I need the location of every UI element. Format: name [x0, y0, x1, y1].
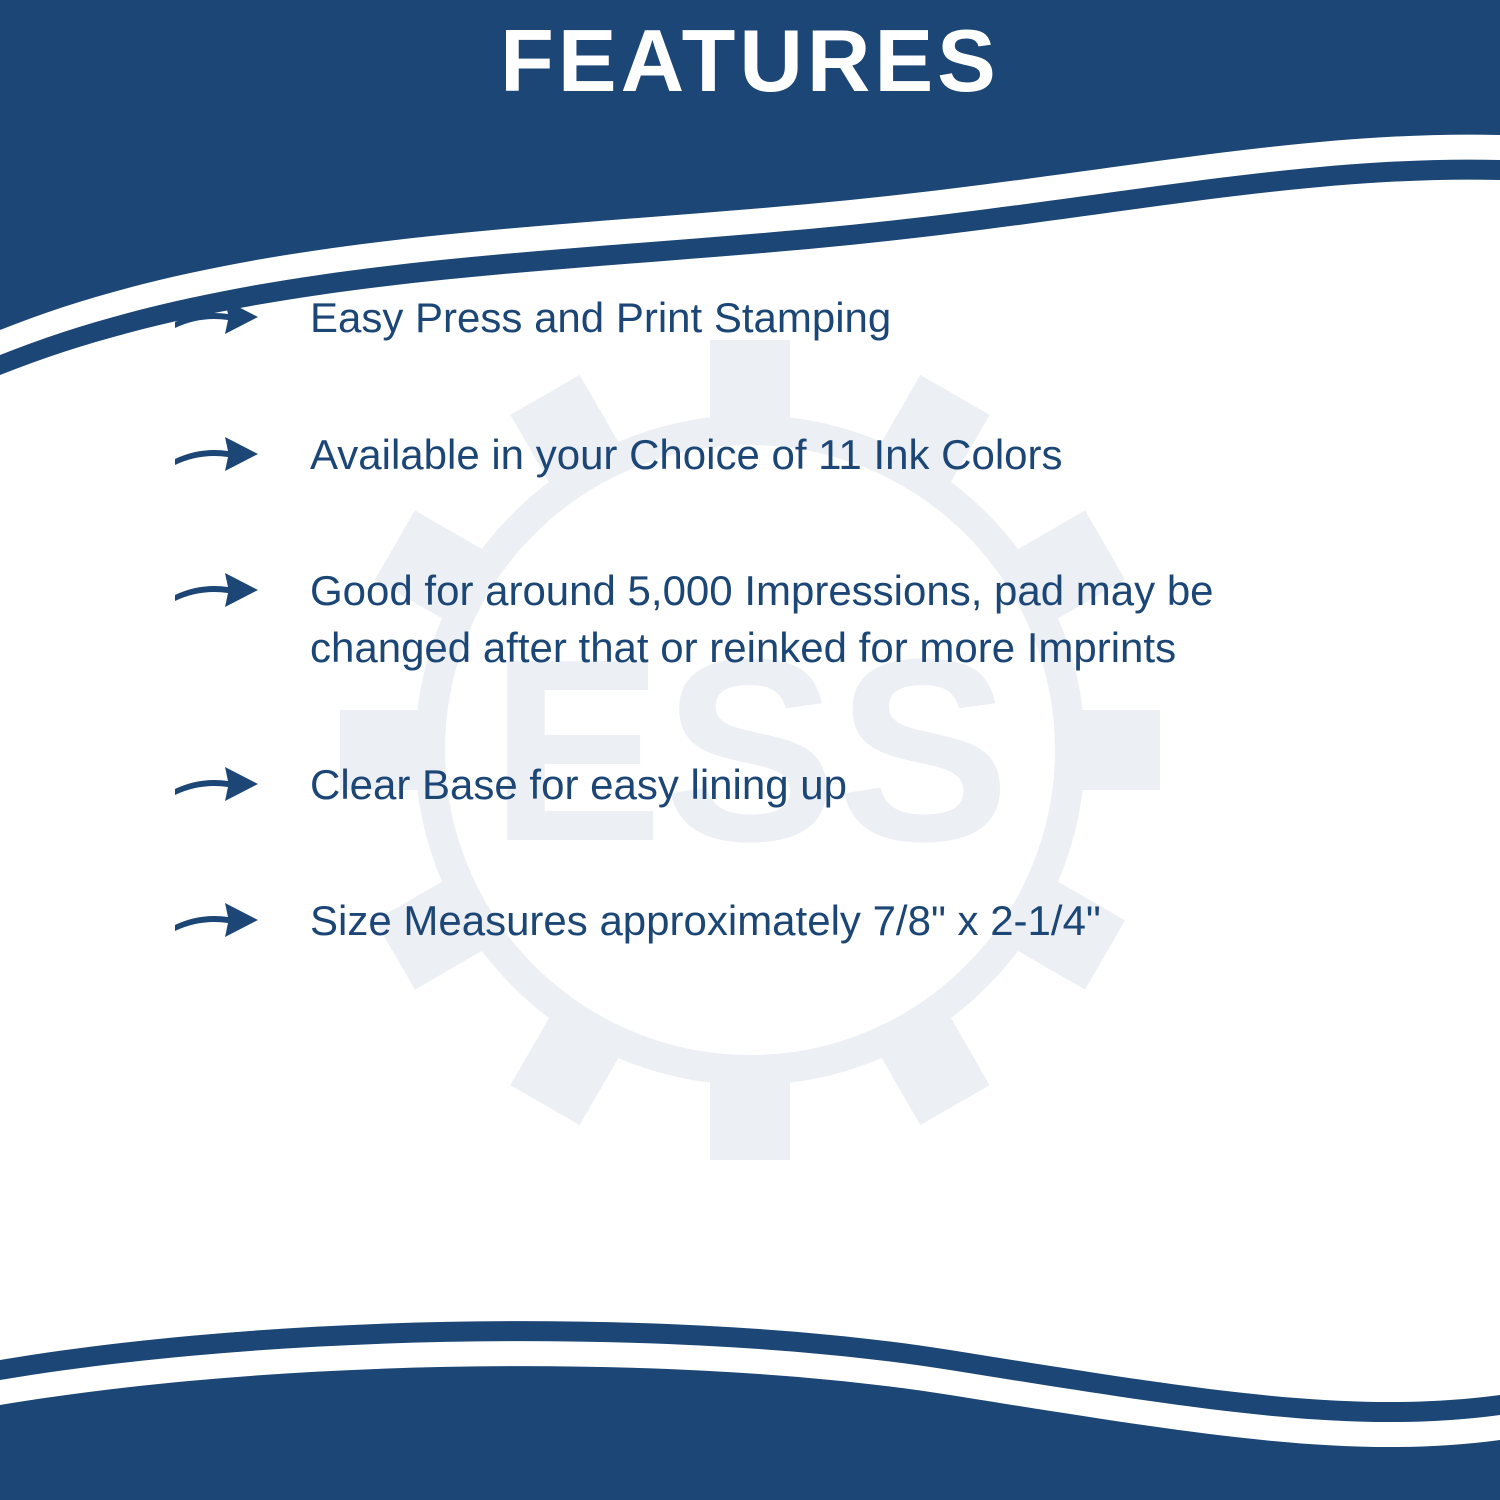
- features-list: Easy Press and Print Stamping Available …: [170, 290, 1380, 950]
- bottom-wave-banner: [0, 1300, 1500, 1500]
- feature-item: Good for around 5,000 Impressions, pad m…: [170, 563, 1380, 676]
- page-title: FEATURES: [0, 10, 1500, 112]
- arrow-right-icon: [170, 895, 260, 945]
- feature-text: Available in your Choice of 11 Ink Color…: [310, 427, 1063, 484]
- arrow-right-icon: [170, 759, 260, 809]
- feature-item: Size Measures approximately 7/8" x 2-1/4…: [170, 893, 1380, 950]
- feature-text: Good for around 5,000 Impressions, pad m…: [310, 563, 1380, 676]
- feature-text: Clear Base for easy lining up: [310, 757, 847, 814]
- feature-text: Easy Press and Print Stamping: [310, 290, 891, 347]
- arrow-right-icon: [170, 429, 260, 479]
- feature-item: Clear Base for easy lining up: [170, 757, 1380, 814]
- feature-item: Available in your Choice of 11 Ink Color…: [170, 427, 1380, 484]
- arrow-right-icon: [170, 565, 260, 615]
- feature-item: Easy Press and Print Stamping: [170, 290, 1380, 347]
- arrow-right-icon: [170, 292, 260, 342]
- feature-text: Size Measures approximately 7/8" x 2-1/4…: [310, 893, 1101, 950]
